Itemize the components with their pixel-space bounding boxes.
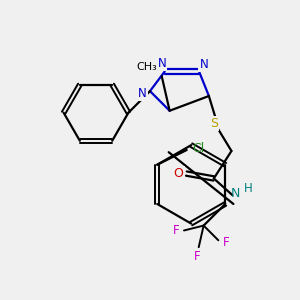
Text: Cl: Cl (192, 142, 205, 154)
Text: H: H (244, 182, 253, 195)
Text: F: F (173, 224, 179, 237)
Text: N: N (231, 187, 240, 200)
Text: CH₃: CH₃ (136, 61, 157, 72)
Text: N: N (158, 57, 166, 70)
Text: N: N (200, 58, 208, 71)
Text: F: F (194, 250, 200, 262)
Text: S: S (210, 117, 218, 130)
Text: N: N (138, 87, 146, 100)
Text: O: O (173, 167, 183, 180)
Text: F: F (223, 236, 230, 249)
